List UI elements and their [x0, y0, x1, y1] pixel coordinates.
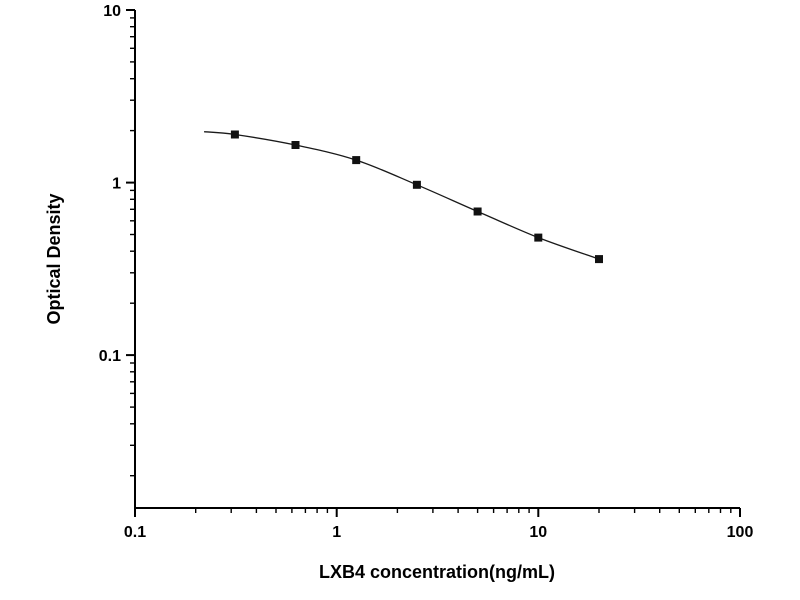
x-tick-label: 1 [332, 524, 341, 541]
data-point-marker [534, 233, 543, 242]
x-axis-label: LXB4 concentration(ng/mL) [319, 562, 555, 582]
data-point-marker [595, 255, 603, 264]
y-tick-label: 1 [112, 176, 121, 193]
y-tick-label: 0.1 [99, 348, 121, 365]
plot-area: 0.1 1 10 100 0.1 1 10 [99, 3, 754, 541]
data-point-marker [412, 180, 421, 189]
data-point-marker [352, 156, 361, 165]
data-point-marker [230, 130, 239, 139]
x-tick-label: 100 [727, 524, 754, 541]
x-tick-label: 0.1 [124, 524, 146, 541]
y-axis-label: Optical Density [44, 193, 64, 324]
y-tick-label: 10 [103, 3, 121, 20]
data-point-marker [291, 141, 300, 149]
x-tick-label: 10 [529, 524, 547, 541]
data-point-marker [473, 207, 482, 216]
